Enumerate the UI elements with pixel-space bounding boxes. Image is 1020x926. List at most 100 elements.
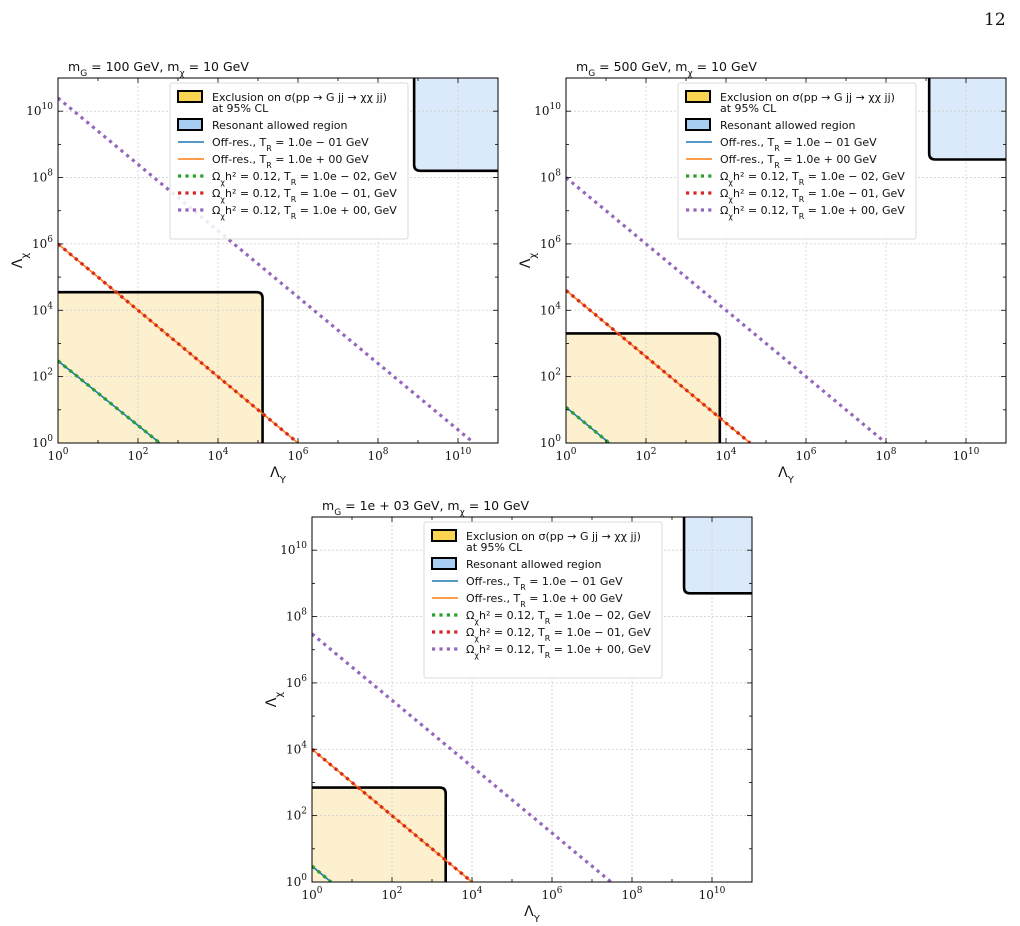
legend-label: Off-res., TR = 1.0e − 01 GeV	[720, 136, 877, 153]
legend-label: Ωχh² = 0.12, TR = 1.0e − 01, GeV	[720, 187, 905, 204]
series-line-1	[312, 865, 332, 882]
legend-box	[169, 82, 409, 240]
legend-patch	[431, 557, 457, 570]
y-tick-label: 104	[540, 301, 561, 317]
resonant-border	[682, 517, 752, 595]
page-number: 12	[984, 10, 1006, 30]
y-tick-label: 106	[540, 235, 561, 251]
y-tick-label: 102	[286, 807, 307, 823]
x-tick-label: 106	[541, 886, 562, 902]
y-tick-label: 104	[32, 301, 53, 317]
legend-label: at 95% CL	[720, 102, 777, 115]
x-tick-label: 100	[301, 886, 322, 902]
ticks	[57, 77, 499, 444]
series-line-5	[58, 96, 475, 443]
series-line-5	[312, 632, 613, 882]
legend-patch	[431, 529, 457, 542]
legend-patch	[685, 90, 711, 103]
y-tick-label: 108	[286, 608, 307, 624]
x-tick-label: 102	[381, 886, 402, 902]
series-line-1	[58, 360, 161, 443]
x-tick-label: 104	[207, 447, 228, 463]
legend-label: Ωχh² = 0.12, TR = 1.0e − 01, GeV	[212, 187, 397, 204]
x-tick-label: 104	[715, 447, 736, 463]
y-tick-label: 108	[540, 169, 561, 185]
exclusion-border	[566, 332, 722, 443]
x-tick-label: 108	[875, 447, 896, 463]
x-tick-label: 1010	[445, 447, 472, 463]
x-tick-label: 1010	[699, 886, 726, 902]
legend: Exclusion on σ(pp → G jj → χχ jj)at 95% …	[423, 521, 663, 679]
x-axis-label: ΛY	[778, 465, 795, 486]
y-tick-label: 100	[32, 434, 53, 450]
series-line-4	[312, 748, 474, 882]
ticks	[311, 516, 753, 883]
series-line-4	[566, 289, 752, 443]
legend-patch	[177, 90, 203, 103]
resonant-region	[929, 78, 1006, 160]
y-tick-label: 102	[32, 368, 53, 384]
resonant-border	[927, 78, 1006, 161]
y-tick-label: 108	[32, 169, 53, 185]
plot-frame	[565, 77, 1007, 444]
y-tick-label: 1010	[534, 102, 561, 118]
y-tick-label: 100	[540, 434, 561, 450]
y-axis-label: Λχ	[10, 253, 31, 269]
exclusion-region	[58, 292, 263, 443]
x-tick-label: 108	[367, 447, 388, 463]
plot-frame	[311, 516, 753, 883]
legend-label: Resonant allowed region	[720, 119, 856, 132]
y-axis-label: Λχ	[518, 253, 539, 269]
legend: Exclusion on σ(pp → G jj → χχ jj)at 95% …	[677, 82, 917, 240]
exclusion-border	[312, 786, 447, 882]
y-tick-label: 1010	[26, 102, 53, 118]
resonant-region	[414, 78, 498, 171]
legend-patch	[177, 118, 203, 131]
legend-label: Resonant allowed region	[466, 558, 602, 571]
x-axis-label: ΛY	[524, 904, 541, 925]
legend-label: Ωχh² = 0.12, TR = 1.0e − 02, GeV	[212, 170, 397, 187]
y-tick-label: 1010	[280, 541, 307, 557]
legend-label: at 95% CL	[466, 541, 523, 554]
legend-label: at 95% CL	[212, 102, 269, 115]
exclusion-border	[58, 290, 264, 443]
legend-label: Ωχh² = 0.12, TR = 1.0e − 02, GeV	[466, 609, 651, 626]
x-axis-label: ΛY	[270, 465, 287, 486]
x-tick-label: 102	[127, 447, 148, 463]
series-line-4	[58, 242, 300, 443]
y-tick-label: 106	[32, 235, 53, 251]
legend-label: Off-res., TR = 1.0e − 01 GeV	[466, 575, 623, 592]
exclusion-region	[312, 787, 446, 882]
legend-label: Exclusion on σ(pp → G jj → χχ jj)	[466, 530, 641, 543]
legend-label: Off-res., TR = 1.0e − 01 GeV	[212, 136, 369, 153]
legend-label: Ωχh² = 0.12, TR = 1.0e − 01, GeV	[466, 626, 651, 643]
chart-title: mG = 500 GeV, mχ = 10 GeV	[576, 59, 757, 79]
legend-label: Ωχh² = 0.12, TR = 1.0e + 00, GeV	[466, 643, 651, 660]
x-tick-label: 100	[47, 447, 68, 463]
chart-panel-1: 100 102 104 106 108 1010 100 102 104 106 108 1010 ΛY…	[10, 59, 499, 486]
legend-label: Off-res., TR = 1.0e + 00 GeV	[466, 592, 623, 609]
chart-panel-3: 100 102 104 106 108 1010 100 102 104 106 108 1010 ΛY…	[264, 498, 753, 925]
y-tick-label: 100	[286, 873, 307, 889]
legend-box	[423, 521, 663, 679]
legend-label: Off-res., TR = 1.0e + 00 GeV	[212, 153, 369, 170]
legend-patch	[685, 118, 711, 131]
y-axis-label: Λχ	[264, 692, 285, 708]
legend-label: Resonant allowed region	[212, 119, 348, 132]
series-line-3	[566, 405, 611, 443]
legend: Exclusion on σ(pp → G jj → χχ jj)at 95% …	[169, 82, 409, 240]
x-tick-label: 100	[555, 447, 576, 463]
legend-label: Ωχh² = 0.12, TR = 1.0e + 00, GeV	[720, 204, 905, 221]
chart-title: mG = 1e + 03 GeV, mχ = 10 GeV	[322, 498, 529, 518]
x-tick-label: 102	[635, 447, 656, 463]
x-tick-label: 106	[795, 447, 816, 463]
chart-title: mG = 100 GeV, mχ = 10 GeV	[68, 59, 249, 79]
series-line-5	[566, 176, 888, 443]
resonant-region	[684, 517, 752, 594]
resonant-border	[412, 78, 498, 173]
legend-label: Exclusion on σ(pp → G jj → χχ jj)	[720, 91, 895, 104]
legend-label: Exclusion on σ(pp → G jj → χχ jj)	[212, 91, 387, 104]
y-tick-label: 106	[286, 674, 307, 690]
x-tick-label: 104	[461, 886, 482, 902]
